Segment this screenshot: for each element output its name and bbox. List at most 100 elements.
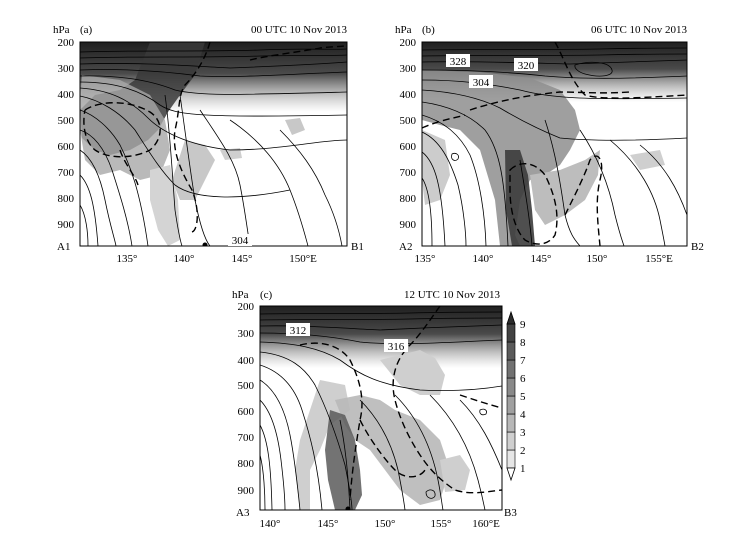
panel-c-contour-label: 316 (388, 341, 405, 353)
panel-a-y-tick: 200 (58, 37, 75, 49)
panel-c-right-end: B3 (504, 507, 517, 519)
panel-b-right-end: B2 (691, 241, 704, 253)
panel-b-small-contour (451, 152, 459, 161)
colorbar-top-arrow (506, 310, 516, 325)
colorbar-tick: 1 (520, 463, 526, 475)
colorbar-segment (506, 449, 516, 469)
panel-b-tag: (b) (422, 24, 435, 36)
panel-a-marker (202, 242, 208, 246)
colorbar-tick: 9 (520, 319, 526, 331)
colorbar-segment (506, 323, 516, 343)
panel-a-y-tick: 300 (58, 63, 75, 75)
panel-b-y-tick: 800 (400, 193, 417, 205)
colorbar-segment (506, 431, 516, 451)
colorbar: 1 2 3 4 5 6 7 8 9 (506, 310, 526, 482)
panel-c-y-ticks: 200 300 400 500 600 700 800 900 (238, 301, 255, 497)
colorbar-segment (506, 395, 516, 415)
panel-a-x-tick: 140° (174, 253, 195, 265)
panel-c-y-tick: 900 (238, 485, 255, 497)
panel-a-light-shading-3 (220, 148, 242, 160)
panel-b-y-tick: 600 (400, 141, 417, 153)
panel-a: 304 hPa (a) 00 UTC 10 Nov 2013 200 300 4… (53, 24, 364, 265)
colorbar-tick: 7 (520, 355, 526, 367)
panel-b-x-tick: 140° (473, 253, 494, 265)
panel-c-left-end: A3 (236, 507, 250, 519)
colorbar-segment (506, 341, 516, 361)
panel-a-tag: (a) (80, 24, 93, 36)
panel-c-time: 12 UTC 10 Nov 2013 (404, 289, 500, 301)
panel-c-field (260, 306, 502, 510)
panel-a-dashed-contours (83, 42, 347, 233)
panel-b-time: 06 UTC 10 Nov 2013 (591, 24, 687, 36)
panel-b-deep-shading (505, 150, 535, 246)
panel-a-field (80, 42, 347, 246)
panel-a-unit-label: hPa (53, 24, 70, 36)
panel-c-top-shading (260, 306, 502, 368)
panel-b-x-tick: 145° (531, 253, 552, 265)
panel-a-x-ticks: 135° 140° 145° 150°E (117, 253, 318, 265)
panel-b-light-shading-1 (630, 150, 665, 170)
panel-b-contour-label-bg (446, 54, 470, 67)
colorbar-segment (506, 413, 516, 433)
panel-c-y-tick: 800 (238, 458, 255, 470)
panel-a-light-shading-2 (285, 118, 305, 135)
colorbar-segment (506, 377, 516, 397)
panel-c-frame (259, 305, 503, 511)
panel-c-y-tick: 700 (238, 432, 255, 444)
panel-a-left-end: A1 (57, 241, 70, 253)
panel-c-y-tick: 200 (238, 301, 255, 313)
panel-a-y-tick: 900 (58, 219, 75, 231)
panel-c-x-tick: 145° (318, 518, 339, 530)
panel-b-y-tick: 300 (400, 63, 417, 75)
panel-b: 328 320 304 hPa (b) 06 UTC 10 Nov 2013 2… (395, 24, 704, 265)
panel-b-field (422, 42, 687, 246)
panel-c-light-shading-3 (440, 455, 470, 492)
panel-b-x-ticks: 135° 140° 145° 150° 155°E (415, 253, 674, 265)
colorbar-tick: 4 (520, 409, 526, 421)
panel-b-y-tick: 900 (400, 219, 417, 231)
panel-a-contour-label-bg (228, 234, 252, 246)
panel-a-x-tick: 150°E (289, 253, 317, 265)
panel-c-contour-label: 312 (290, 325, 307, 337)
colorbar-tick: 3 (520, 427, 526, 439)
panel-b-contour-label: 328 (450, 56, 467, 68)
panel-c-y-tick: 400 (238, 355, 255, 367)
panel-b-contour-label-bg (514, 58, 538, 71)
panel-c-x-tick: 150° (375, 518, 396, 530)
panel-a-y-ticks: 200 300 400 500 600 700 800 900 (58, 37, 75, 231)
colorbar-bottom-arrow (506, 467, 516, 482)
panel-a-isentropes (80, 48, 347, 246)
panel-b-dashed-contours (422, 42, 687, 246)
panel-b-core-shading (422, 70, 580, 246)
panel-b-y-tick: 200 (400, 37, 417, 49)
panel-c-y-tick: 500 (238, 380, 255, 392)
colorbar-tick: 5 (520, 391, 526, 403)
panel-a-frame (79, 41, 348, 247)
panel-a-light-shading-1 (172, 140, 215, 200)
panel-c-unit-label: hPa (232, 289, 249, 301)
panel-b-mid-shading (530, 150, 600, 225)
panel-c-dashed-contours (299, 306, 502, 501)
panel-b-contour-label: 320 (518, 60, 535, 72)
panel-a-y-tick: 500 (58, 115, 75, 127)
panel-a-y-tick: 600 (58, 141, 75, 153)
panel-c-light-shading-2 (380, 350, 445, 395)
panel-b-left-end: A2 (399, 241, 412, 253)
colorbar-segment (506, 359, 516, 379)
panel-b-contour-label: 304 (473, 77, 490, 89)
panel-b-x-tick: 150° (587, 253, 608, 265)
panel-c-contour-label-bg (384, 339, 408, 352)
colorbar-tick: 2 (520, 445, 526, 457)
panel-a-x-tick: 135° (117, 253, 138, 265)
panel-a-mid-shading (80, 75, 170, 180)
colorbar-tick: 6 (520, 373, 526, 385)
panel-b-y-tick: 500 (400, 115, 417, 127)
panel-c-mid-shading (335, 395, 450, 505)
panel-b-x-tick: 135° (415, 253, 436, 265)
panel-c-contour-label-bg (286, 323, 310, 336)
panel-b-contour-label-bg (469, 75, 493, 88)
panel-a-x-tick: 145° (232, 253, 253, 265)
panel-b-frame (421, 41, 688, 247)
panel-c-x-tick: 160°E (472, 518, 500, 530)
